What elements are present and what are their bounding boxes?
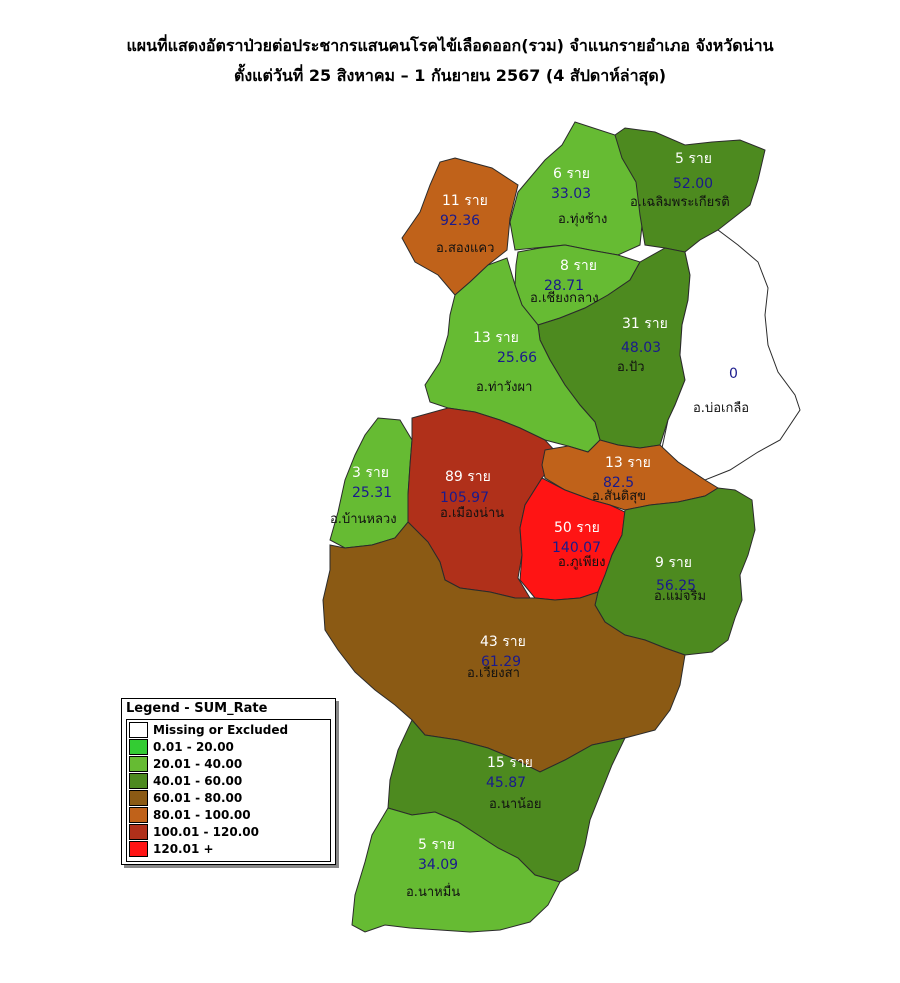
wiangsa-name: อ.เวียงสา <box>467 665 520 681</box>
pua-rate: 48.03 <box>621 340 661 356</box>
map-title-line2: ตั้งแต่วันที่ 25 สิงหาคม – 1 กันยายน 256… <box>233 66 667 85</box>
maecharim-rate: 56.25 <box>656 578 696 594</box>
legend-label: Missing or Excluded <box>153 722 289 737</box>
mueangnan-name: อ.เมืองน่าน <box>440 505 504 521</box>
thawangpha-cases: 13 ราย <box>473 330 519 346</box>
legend-label: 40.01 - 60.00 <box>153 773 243 788</box>
legend-item: Missing or Excluded <box>129 721 288 738</box>
nanoi-name: อ.นาน้อย <box>489 797 541 812</box>
thungchang-cases: 6 ราย <box>553 166 590 182</box>
pua-cases: 31 ราย <box>622 316 668 332</box>
legend-item: 40.01 - 60.00 <box>129 772 242 789</box>
bokluea-cases: 0 <box>729 366 738 382</box>
legend-swatch <box>129 840 148 857</box>
phuphiang-name: อ.ภูเพียง <box>558 554 606 570</box>
santisuk-name: อ.สันติสุข <box>592 489 646 504</box>
phuphiang-rate: 140.07 <box>552 540 601 556</box>
mueangnan-rate: 105.97 <box>440 490 489 506</box>
banluang-rate: 25.31 <box>352 485 392 501</box>
santisuk-cases: 13 ราย <box>605 455 651 471</box>
songkhwae-cases: 11 ราย <box>442 193 488 209</box>
legend-body: Missing or Excluded 0.01 - 20.00 20.01 -… <box>126 719 331 862</box>
banluang-name: อ.บ้านหลวง <box>330 512 397 527</box>
thawangpha-rate: 25.66 <box>497 350 537 366</box>
nanoi-cases: 15 ราย <box>487 755 533 771</box>
legend-label: 60.01 - 80.00 <box>153 790 243 805</box>
legend-swatch <box>129 823 148 840</box>
chaloem-cases: 5 ราย <box>675 151 712 167</box>
legend-swatch <box>129 789 148 806</box>
thawangpha-name: อ.ท่าวังผา <box>476 380 532 395</box>
legend-swatch <box>129 721 148 738</box>
legend-label: 80.01 - 100.00 <box>153 807 251 822</box>
map-legend: Legend - SUM_Rate Missing or Excluded 0.… <box>121 698 336 865</box>
legend-label: 100.01 - 120.00 <box>153 824 259 839</box>
chiangklang-name: อ.เชียงกลาง <box>530 290 599 306</box>
district-wiangsa[interactable] <box>322 521 686 773</box>
legend-title: Legend - SUM_Rate <box>126 701 268 716</box>
district-banluang[interactable] <box>329 417 413 549</box>
legend-swatch <box>129 772 148 789</box>
banluang-cases: 3 ราย <box>352 465 389 481</box>
songkhwae-name: อ.สองแคว <box>436 241 494 256</box>
songkhwae-rate: 92.36 <box>440 213 480 229</box>
legend-item: 60.01 - 80.00 <box>129 789 242 806</box>
maecharim-name: อ.แม่จริม <box>654 589 706 604</box>
legend-swatch <box>129 755 148 772</box>
map-title-line1: แผนที่แสดงอัตราป่วยต่อประชากรแสนคนโรคไข้… <box>126 36 774 55</box>
namuen-rate: 34.09 <box>418 857 458 873</box>
bokluea-name: อ.บ่อเกลือ <box>693 400 749 416</box>
thungchang-name: อ.ทุ่งช้าง <box>558 212 607 227</box>
pua-name: อ.ปัว <box>617 360 645 375</box>
legend-item: 0.01 - 20.00 <box>129 738 234 755</box>
legend-item: 120.01 + <box>129 840 214 857</box>
chaloem-rate: 52.00 <box>673 176 713 192</box>
chaloem-name: อ.เฉลิมพระเกียรติ <box>630 194 730 210</box>
thungchang-rate: 33.03 <box>551 186 591 202</box>
chiangklang-rate: 28.71 <box>544 278 584 294</box>
legend-label: 120.01 + <box>153 841 214 856</box>
legend-label: 0.01 - 20.00 <box>153 739 234 754</box>
wiangsa-cases: 43 ราย <box>480 634 526 650</box>
wiangsa-rate: 61.29 <box>481 654 521 670</box>
chiangklang-cases: 8 ราย <box>560 258 597 274</box>
mueangnan-cases: 89 ราย <box>445 469 491 485</box>
legend-swatch <box>129 806 148 823</box>
phuphiang-cases: 50 ราย <box>554 520 600 536</box>
santisuk-rate: 82.5 <box>603 475 634 491</box>
legend-swatch <box>129 738 148 755</box>
legend-item: 20.01 - 40.00 <box>129 755 242 772</box>
namuen-name: อ.นาหมื่น <box>406 883 460 900</box>
legend-item: 100.01 - 120.00 <box>129 823 259 840</box>
maecharim-cases: 9 ราย <box>655 555 692 571</box>
nanoi-rate: 45.87 <box>486 775 526 791</box>
district-bokluea[interactable] <box>661 229 801 481</box>
legend-item: 80.01 - 100.00 <box>129 806 251 823</box>
namuen-cases: 5 ราย <box>418 837 455 853</box>
district-namuen[interactable] <box>351 807 561 933</box>
legend-label: 20.01 - 40.00 <box>153 756 243 771</box>
district-chaloem[interactable] <box>614 127 766 253</box>
